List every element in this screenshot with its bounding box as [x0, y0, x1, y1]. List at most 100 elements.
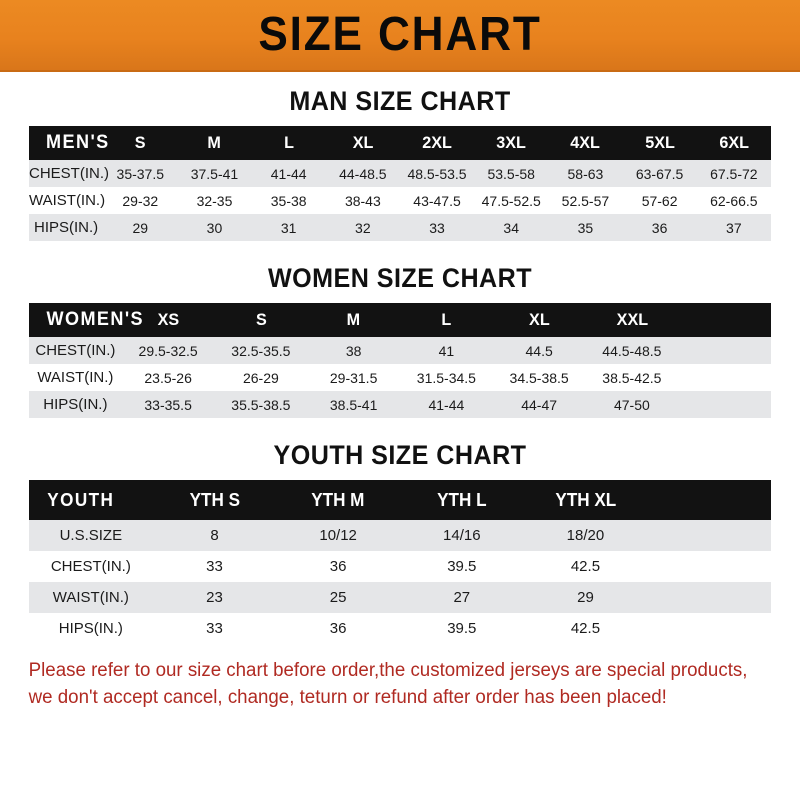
men-cell: 44-48.5	[339, 165, 387, 182]
youth-cell: 10/12	[319, 527, 357, 544]
table-row: CHEST(IN.) 29.5-32.5 32.5-35.5 38 41 44.…	[29, 337, 771, 364]
table-row: HIPS(IN.) 29 30 31 32 33 34 35 36 37	[29, 214, 771, 241]
men-col-header: XL	[352, 133, 374, 152]
men-cell: 36	[651, 219, 668, 236]
men-cell: 43-47.5	[413, 192, 461, 209]
table-row: CHEST(IN.) 33 36 39.5 42.5	[29, 551, 771, 582]
table-row: HIPS(IN.) 33-35.5 35.5-38.5 38.5-41 41-4…	[29, 391, 771, 418]
men-row-label: HIPS(IN.)	[34, 219, 99, 236]
youth-cell: 39.5	[447, 558, 477, 575]
men-col-header: 3XL	[496, 133, 527, 152]
youth-corner-label: YOUTH	[47, 489, 115, 510]
women-col-header: XS	[157, 310, 179, 329]
men-cell: 38-43	[344, 192, 381, 209]
women-cell: 44.5	[525, 342, 553, 359]
youth-cell: 23	[206, 589, 223, 606]
section-title-women: WOMEN SIZE CHART	[267, 263, 533, 293]
youth-col-header: YTH L	[437, 489, 487, 510]
men-row-label: CHEST(IN.)	[29, 165, 109, 182]
women-corner-label: WOMEN'S	[46, 309, 145, 330]
youth-cell: 36	[329, 558, 347, 575]
women-row-label: CHEST(IN.)	[35, 342, 116, 359]
women-cell-empty	[678, 391, 771, 418]
men-cell: 47.5-52.5	[481, 192, 541, 209]
men-size-table-wrapper: MEN'S S M L XL 2XL 3XL 4XL 5XL 6XL CHEST…	[29, 126, 771, 241]
women-col-header: L	[441, 310, 452, 329]
men-cell: 33	[429, 219, 445, 236]
youth-cell: 14/16	[443, 527, 481, 544]
men-cell: 67.5-72	[710, 165, 758, 182]
men-cell: 35	[577, 219, 594, 236]
men-cell: 29-32	[122, 192, 159, 209]
table-row: WAIST(IN.) 23.5-26 26-29 29-31.5 31.5-34…	[29, 364, 771, 391]
women-cell-empty	[678, 337, 771, 364]
women-col-header: XL	[528, 310, 550, 329]
youth-row-label: U.S.SIZE	[59, 527, 123, 544]
men-col-header: M	[207, 133, 222, 152]
youth-size-table: YOUTH YTH S YTH M YTH L YTH XL U.S.SIZE …	[29, 480, 771, 644]
men-cell: 48.5-53.5	[407, 165, 467, 182]
men-cell: 35-37.5	[116, 165, 165, 182]
men-corner-label: MEN'S	[46, 132, 110, 153]
men-row-label: WAIST(IN.)	[29, 192, 106, 209]
women-cell: 41	[438, 342, 455, 359]
youth-cell: 39.5	[447, 620, 477, 637]
youth-table-head: YOUTH YTH S YTH M YTH L YTH XL	[29, 480, 771, 520]
youth-row-label: CHEST(IN.)	[50, 558, 131, 575]
men-col-header: 6XL	[719, 133, 749, 152]
women-col-header: XXL	[616, 310, 648, 329]
youth-cell-empty	[647, 551, 771, 582]
table-row: HIPS(IN.) 33 36 39.5 42.5	[29, 613, 771, 644]
women-size-table-wrapper: WOMEN'S XS S M L XL XXL CHEST(IN.) 29.5-…	[29, 303, 771, 418]
table-row: WAIST(IN.) 23 25 27 29	[29, 582, 771, 613]
youth-cell-empty	[647, 613, 771, 644]
men-table-head: MEN'S S M L XL 2XL 3XL 4XL 5XL 6XL	[29, 126, 771, 160]
men-col-header: 5XL	[644, 133, 675, 152]
youth-cell: 36	[329, 620, 347, 637]
men-size-table: MEN'S S M L XL 2XL 3XL 4XL 5XL 6XL CHEST…	[29, 126, 771, 241]
women-cell: 47-50	[613, 396, 650, 413]
youth-cell: 29	[577, 589, 594, 606]
men-col-header: 2XL	[422, 133, 452, 152]
men-cell: 52.5-57	[561, 192, 610, 209]
youth-cell: 18/20	[566, 527, 605, 544]
page-title: SIZE CHART	[258, 8, 542, 61]
women-cell: 38.5-41	[329, 396, 378, 413]
youth-cell: 25	[329, 589, 347, 606]
women-cell: 35.5-38.5	[231, 396, 291, 413]
women-cell: 38.5-42.5	[602, 369, 662, 386]
women-cell: 29.5-32.5	[138, 342, 198, 359]
men-col-header: 4XL	[570, 133, 601, 152]
women-cell-empty	[678, 364, 771, 391]
women-cell: 26-29	[242, 369, 279, 386]
women-row-label: HIPS(IN.)	[43, 396, 108, 413]
women-cell: 44.5-48.5	[602, 342, 662, 359]
women-cell: 29-31.5	[329, 369, 378, 386]
youth-cell: 27	[453, 589, 471, 606]
men-cell: 62-66.5	[710, 192, 758, 209]
women-cell: 44-47	[521, 396, 558, 413]
men-col-header: S	[134, 133, 146, 152]
youth-cell: 42.5	[570, 558, 601, 575]
section-title-youth: YOUTH SIZE CHART	[273, 440, 527, 470]
youth-cell: 8	[210, 527, 219, 544]
women-cell: 33-35.5	[144, 396, 192, 413]
note-line-1: Please refer to our size chart before or…	[28, 660, 748, 681]
women-cell: 31.5-34.5	[416, 369, 476, 386]
women-table-head: WOMEN'S XS S M L XL XXL	[29, 303, 771, 337]
youth-cell-empty	[647, 582, 771, 613]
women-cell: 38	[345, 342, 362, 359]
men-cell: 37	[726, 219, 742, 236]
men-cell: 57-62	[641, 192, 678, 209]
youth-cell-empty	[647, 520, 771, 551]
youth-cell: 33	[206, 558, 223, 575]
men-cell: 37.5-41	[190, 165, 239, 182]
table-row: U.S.SIZE 8 10/12 14/16 18/20	[29, 520, 771, 551]
youth-header-row: YOUTH YTH S YTH M YTH L YTH XL	[29, 480, 771, 520]
note-line-2: we don't accept cancel, change, teturn o…	[28, 686, 667, 708]
women-size-table: WOMEN'S XS S M L XL XXL CHEST(IN.) 29.5-…	[29, 303, 771, 418]
women-cell: 34.5-38.5	[509, 369, 569, 386]
women-cell: 41-44	[428, 396, 465, 413]
table-row: CHEST(IN.) 35-37.5 37.5-41 41-44 44-48.5…	[29, 160, 771, 187]
